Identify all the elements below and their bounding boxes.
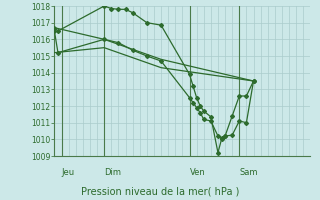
Text: Jeu: Jeu	[61, 168, 75, 177]
Text: Pression niveau de la mer( hPa ): Pression niveau de la mer( hPa )	[81, 186, 239, 196]
Text: Dim: Dim	[104, 168, 121, 177]
Text: Sam: Sam	[239, 168, 258, 177]
Text: Ven: Ven	[189, 168, 205, 177]
